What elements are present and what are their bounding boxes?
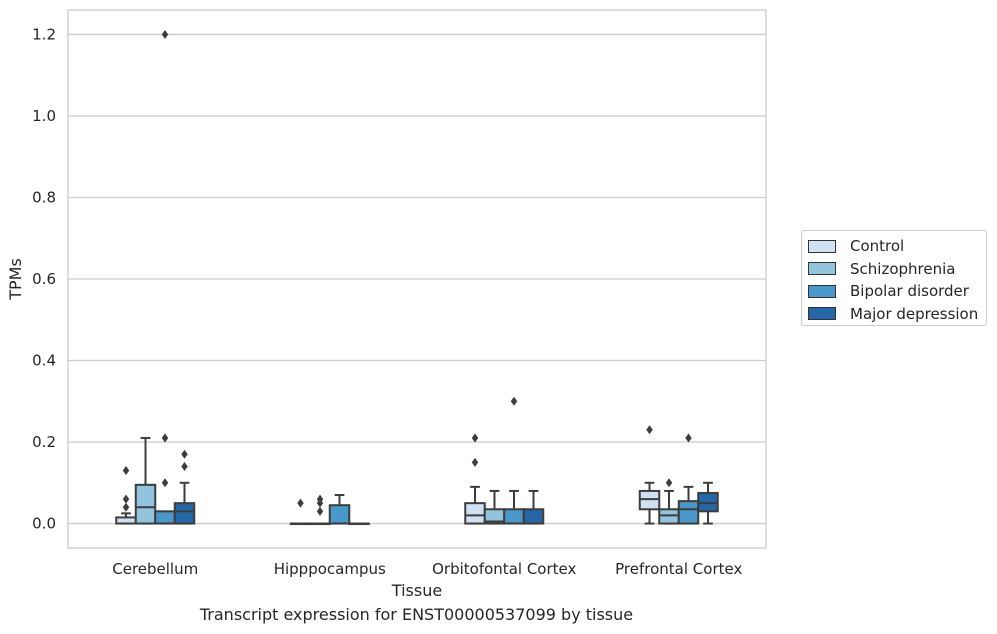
flier-point bbox=[665, 478, 673, 488]
y-tick-label: 1.0 bbox=[32, 107, 56, 125]
box bbox=[658, 478, 680, 525]
legend-swatch-schizophrenia bbox=[808, 262, 836, 276]
x-tick-label: Hipppocampus bbox=[274, 560, 386, 578]
legend-item-control: Control bbox=[808, 235, 986, 258]
legend-item-schizophrenia: Schizophrenia bbox=[808, 258, 986, 281]
box-iqr bbox=[638, 489, 661, 511]
y-tick-label: 1.2 bbox=[32, 25, 56, 43]
legend-label-major-depression: Major depression bbox=[850, 304, 979, 323]
box-iqr bbox=[464, 502, 486, 525]
box bbox=[173, 449, 196, 525]
x-tick-labels: Cerebellum Hipppocampus Orbitofontal Corte… bbox=[112, 560, 742, 578]
box-iqr bbox=[328, 504, 351, 525]
box-iqr bbox=[658, 508, 680, 525]
box bbox=[503, 396, 525, 525]
plot-frame bbox=[67, 9, 767, 549]
grid-lines bbox=[68, 33, 766, 525]
chart-caption: Transcript expression for ENST0000053709… bbox=[199, 605, 634, 624]
box-iqr bbox=[173, 502, 196, 525]
box-series bbox=[115, 29, 719, 526]
box-iqr bbox=[503, 508, 525, 525]
flier-point bbox=[161, 478, 169, 488]
y-tick-labels: 0.0 0.2 0.4 0.6 0.8 1.0 1.2 bbox=[32, 25, 56, 532]
box bbox=[289, 498, 312, 526]
flier-point bbox=[471, 433, 479, 443]
flier-point bbox=[122, 466, 130, 476]
flier-point bbox=[685, 433, 692, 443]
box bbox=[134, 436, 157, 525]
legend: Control Schizophrenia Bipolar disorder M… bbox=[801, 230, 987, 326]
x-tick-label: Cerebellum bbox=[112, 560, 198, 578]
legend-item-major-depression: Major depression bbox=[808, 303, 986, 326]
box-iqr bbox=[154, 510, 176, 525]
box-iqr bbox=[697, 491, 719, 513]
legend-swatch-control bbox=[808, 239, 836, 253]
box bbox=[328, 494, 351, 525]
box bbox=[677, 433, 700, 525]
y-tick-label: 0.6 bbox=[32, 270, 56, 288]
x-tick-label: Prefrontal Cortex bbox=[615, 560, 742, 578]
flier-point bbox=[316, 494, 324, 504]
flier-point bbox=[646, 425, 653, 435]
box bbox=[348, 522, 370, 526]
y-tick-label: 0.0 bbox=[32, 515, 56, 533]
legend-label-bipolar-disorder: Bipolar disorder bbox=[850, 282, 969, 301]
flier-point bbox=[161, 29, 169, 39]
box bbox=[638, 425, 661, 525]
y-axis-title: TPMs bbox=[6, 258, 25, 301]
box-iqr bbox=[134, 483, 157, 525]
y-tick-label: 0.2 bbox=[32, 433, 56, 451]
box bbox=[483, 489, 506, 525]
box bbox=[464, 433, 486, 525]
box-iqr bbox=[522, 508, 545, 525]
y-tick-label: 0.4 bbox=[32, 352, 56, 370]
flier-point bbox=[471, 457, 479, 467]
box bbox=[697, 481, 719, 525]
flier-point bbox=[510, 396, 518, 406]
box bbox=[309, 494, 331, 526]
box bbox=[154, 29, 176, 525]
box bbox=[522, 489, 545, 525]
x-axis-title: Tissue bbox=[391, 581, 442, 600]
legend-label-control: Control bbox=[850, 237, 905, 256]
legend-swatch-major-depression bbox=[808, 307, 836, 321]
flier-point bbox=[161, 433, 169, 443]
flier-point bbox=[181, 461, 188, 471]
flier-point bbox=[122, 494, 130, 504]
flier-point bbox=[316, 506, 324, 516]
legend-label-schizophrenia: Schizophrenia bbox=[850, 259, 956, 278]
y-tick-label: 0.8 bbox=[32, 188, 56, 206]
legend-swatch-bipolar-disorder bbox=[808, 284, 836, 298]
flier-point bbox=[181, 449, 188, 459]
flier-point bbox=[122, 502, 130, 512]
flier-point bbox=[297, 498, 304, 508]
box-iqr bbox=[677, 500, 700, 525]
legend-item-bipolar-disorder: Bipolar disorder bbox=[808, 280, 986, 303]
x-tick-label: Orbitofontal Cortex bbox=[432, 560, 576, 578]
box bbox=[115, 466, 137, 525]
